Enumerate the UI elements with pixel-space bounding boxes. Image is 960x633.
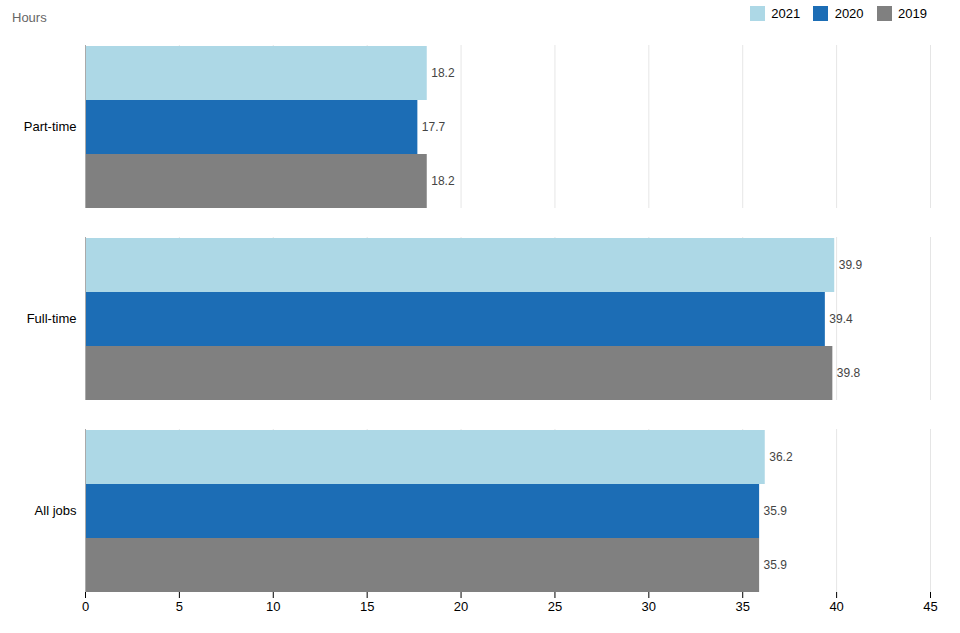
svg-text:30: 30 <box>642 599 656 614</box>
svg-text:35.9: 35.9 <box>764 504 788 518</box>
svg-text:40: 40 <box>829 599 843 614</box>
svg-text:35: 35 <box>735 599 749 614</box>
svg-text:36.2: 36.2 <box>769 450 793 464</box>
svg-text:39.8: 39.8 <box>837 366 861 380</box>
svg-text:18.2: 18.2 <box>431 66 455 80</box>
html-text:2019: 2019 <box>898 6 927 22</box>
svg-text:0: 0 <box>82 599 89 614</box>
svg-text:39.4: 39.4 <box>829 312 853 326</box>
svg-text:15: 15 <box>360 599 374 614</box>
svg-text:35.9: 35.9 <box>764 558 788 572</box>
html-text:Hours: Hours <box>12 9 47 25</box>
svg-text:18.2: 18.2 <box>431 174 455 188</box>
svg-text:5: 5 <box>176 599 183 614</box>
svg-text:All jobs: All jobs <box>35 503 77 518</box>
html-text:2020: 2020 <box>834 6 864 22</box>
svg-text:10: 10 <box>266 599 280 614</box>
svg-text:25: 25 <box>548 599 562 614</box>
svg-text:Full-time: Full-time <box>27 311 77 326</box>
html-text:2021: 2021 <box>771 6 801 22</box>
svg-text:39.9: 39.9 <box>839 258 863 272</box>
svg-text:20: 20 <box>454 599 468 614</box>
svg-text:45: 45 <box>923 599 937 614</box>
svg-text:17.7: 17.7 <box>422 120 446 134</box>
svg-text:Part-time: Part-time <box>24 119 77 134</box>
